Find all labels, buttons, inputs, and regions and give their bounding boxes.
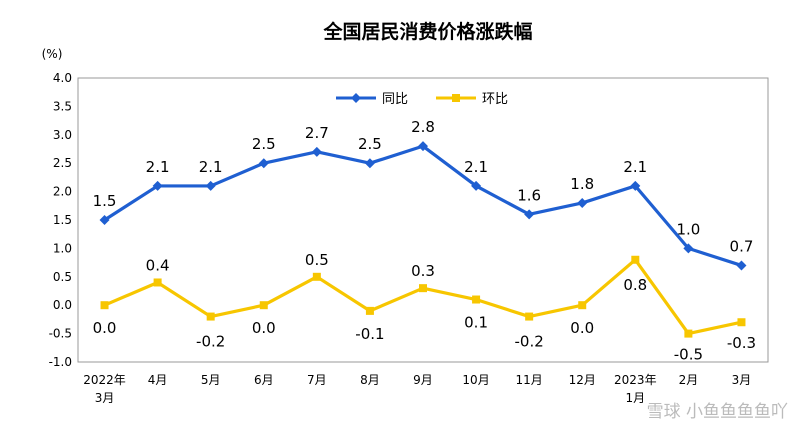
data-label-mom: 0.8 bbox=[623, 276, 647, 294]
y-tick-label: 2.5 bbox=[53, 156, 72, 170]
x-tick-label: 6月 bbox=[254, 373, 274, 387]
data-label-yoy: 2.7 bbox=[305, 124, 329, 142]
x-tick-label: 4月 bbox=[148, 373, 168, 387]
x-tick-label: 2022年 3月 bbox=[83, 373, 126, 405]
data-point-mom bbox=[684, 329, 693, 338]
data-label-yoy: 1.6 bbox=[517, 186, 541, 204]
data-label-yoy: 1.8 bbox=[570, 175, 594, 193]
data-point-yoy bbox=[311, 146, 322, 157]
y-tick-label: 3.5 bbox=[53, 99, 72, 113]
data-label-mom: 0.3 bbox=[411, 262, 435, 280]
x-tick-label: 8月 bbox=[360, 373, 380, 387]
legend-label: 同比 bbox=[382, 92, 408, 107]
watermark: 雪球 小鱼鱼鱼鱼吖 bbox=[646, 402, 788, 422]
x-tick-label: 11月 bbox=[516, 373, 543, 387]
y-tick-label: 2.0 bbox=[53, 185, 72, 199]
data-point-mom bbox=[578, 301, 587, 310]
data-point-mom bbox=[737, 318, 746, 327]
data-label-mom: 0.0 bbox=[570, 319, 594, 337]
y-tick-label: 4.0 bbox=[53, 71, 72, 85]
data-label-mom: 0.0 bbox=[93, 319, 117, 337]
data-label-yoy: 2.1 bbox=[199, 158, 223, 176]
data-point-yoy bbox=[418, 141, 428, 152]
data-label-yoy: 2.1 bbox=[464, 158, 488, 176]
data-label-yoy: 2.5 bbox=[252, 135, 276, 153]
data-point-yoy bbox=[152, 180, 163, 191]
y-tick-label: -0.5 bbox=[49, 327, 72, 341]
data-label-mom: -0.2 bbox=[515, 333, 544, 351]
data-label-mom: -0.5 bbox=[674, 346, 703, 364]
data-point-mom bbox=[206, 312, 215, 321]
plot-frame bbox=[77, 77, 769, 363]
data-point-mom bbox=[631, 255, 640, 264]
data-point-yoy bbox=[471, 180, 482, 191]
y-axis-unit: (%) bbox=[42, 47, 63, 61]
data-label-yoy: 2.1 bbox=[623, 158, 647, 176]
data-point-mom bbox=[153, 278, 162, 287]
data-point-yoy bbox=[736, 260, 747, 271]
data-label-yoy: 2.5 bbox=[358, 135, 382, 153]
x-tick-label: 3月 bbox=[732, 373, 752, 387]
x-tick-label: 5月 bbox=[201, 373, 221, 387]
data-point-yoy bbox=[577, 197, 588, 208]
data-label-mom: -0.2 bbox=[196, 333, 225, 351]
x-tick-label: 12月 bbox=[569, 373, 596, 387]
data-label-mom: 0.5 bbox=[305, 251, 329, 269]
data-label-mom: 0.1 bbox=[464, 314, 488, 332]
data-label-yoy: 0.7 bbox=[730, 237, 754, 255]
data-point-mom bbox=[100, 301, 109, 310]
x-tick-label: 2月 bbox=[679, 373, 699, 387]
data-point-yoy bbox=[364, 158, 375, 169]
plot-area: 4.0 3.5 3.0 2.5 2.0 1.5 1.0 0.5 0.0 -0.5 -1.0 2022年… bbox=[49, 71, 769, 405]
chart-title: 全国居民消费价格涨跌幅 bbox=[322, 20, 532, 43]
y-tick-label: 3.0 bbox=[53, 128, 72, 142]
data-point-mom bbox=[312, 272, 321, 281]
y-tick-label: 0.0 bbox=[53, 298, 72, 312]
data-point-mom bbox=[419, 284, 427, 293]
x-tick-label: 2023年 1月 bbox=[614, 373, 657, 405]
data-label-yoy: 2.8 bbox=[411, 118, 435, 136]
data-point-mom bbox=[472, 295, 481, 304]
legend-label: 环比 bbox=[482, 92, 508, 107]
data-point-yoy bbox=[205, 180, 216, 191]
legend-marker bbox=[452, 94, 460, 102]
y-tick-label: 0.5 bbox=[53, 270, 72, 284]
data-label-mom: 0.4 bbox=[146, 256, 170, 274]
data-label-mom: -0.1 bbox=[355, 325, 384, 343]
y-tick-label: 1.0 bbox=[53, 241, 72, 255]
data-point-yoy bbox=[524, 209, 535, 220]
data-label-yoy: 2.1 bbox=[146, 158, 170, 176]
data-label-yoy: 1.5 bbox=[93, 192, 117, 210]
y-tick-label: 1.5 bbox=[53, 213, 72, 227]
data-point-mom bbox=[259, 301, 268, 310]
data-point-yoy bbox=[258, 158, 269, 169]
data-point-yoy bbox=[630, 180, 641, 191]
x-tick-label: 9月 bbox=[413, 373, 433, 387]
x-tick-label: 10月 bbox=[462, 373, 489, 387]
data-label-yoy: 1.0 bbox=[676, 220, 700, 238]
data-point-yoy bbox=[683, 243, 694, 254]
data-point-mom bbox=[365, 306, 374, 315]
data-label-mom: 0.0 bbox=[252, 319, 276, 337]
data-label-mom: -0.3 bbox=[727, 334, 756, 352]
y-tick-label: -1.0 bbox=[49, 355, 72, 369]
x-tick-label: 7月 bbox=[307, 373, 327, 387]
data-point-yoy bbox=[99, 215, 110, 225]
data-point-mom bbox=[525, 312, 534, 321]
legend-marker bbox=[351, 93, 361, 103]
